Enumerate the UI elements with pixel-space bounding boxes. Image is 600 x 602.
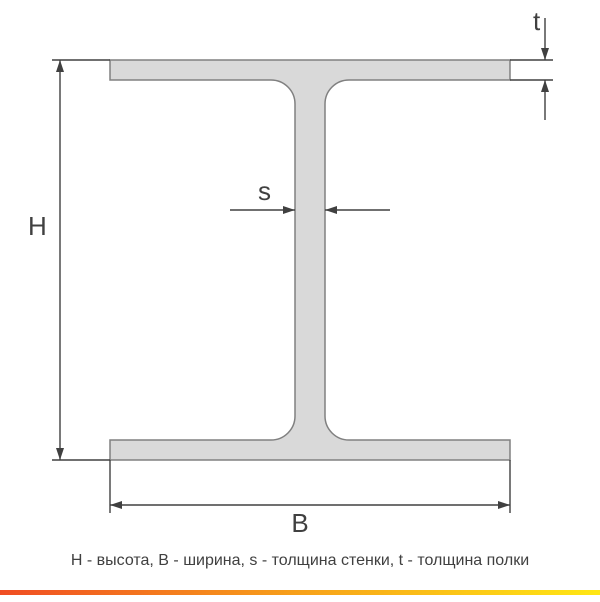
legend-caption: H - высота, B - ширина, s - толщина стен…: [0, 552, 600, 570]
diagram-stage: H B s t H - высота, B - ширина, s - толщ…: [0, 0, 600, 602]
label-H: H: [28, 211, 47, 241]
footer-gradient-stripe: [0, 590, 600, 595]
label-t: t: [533, 6, 541, 36]
i-beam-profile: [110, 60, 510, 460]
diagram-svg: H B s t: [0, 0, 600, 602]
label-s: s: [258, 176, 271, 206]
label-B: B: [291, 508, 308, 538]
